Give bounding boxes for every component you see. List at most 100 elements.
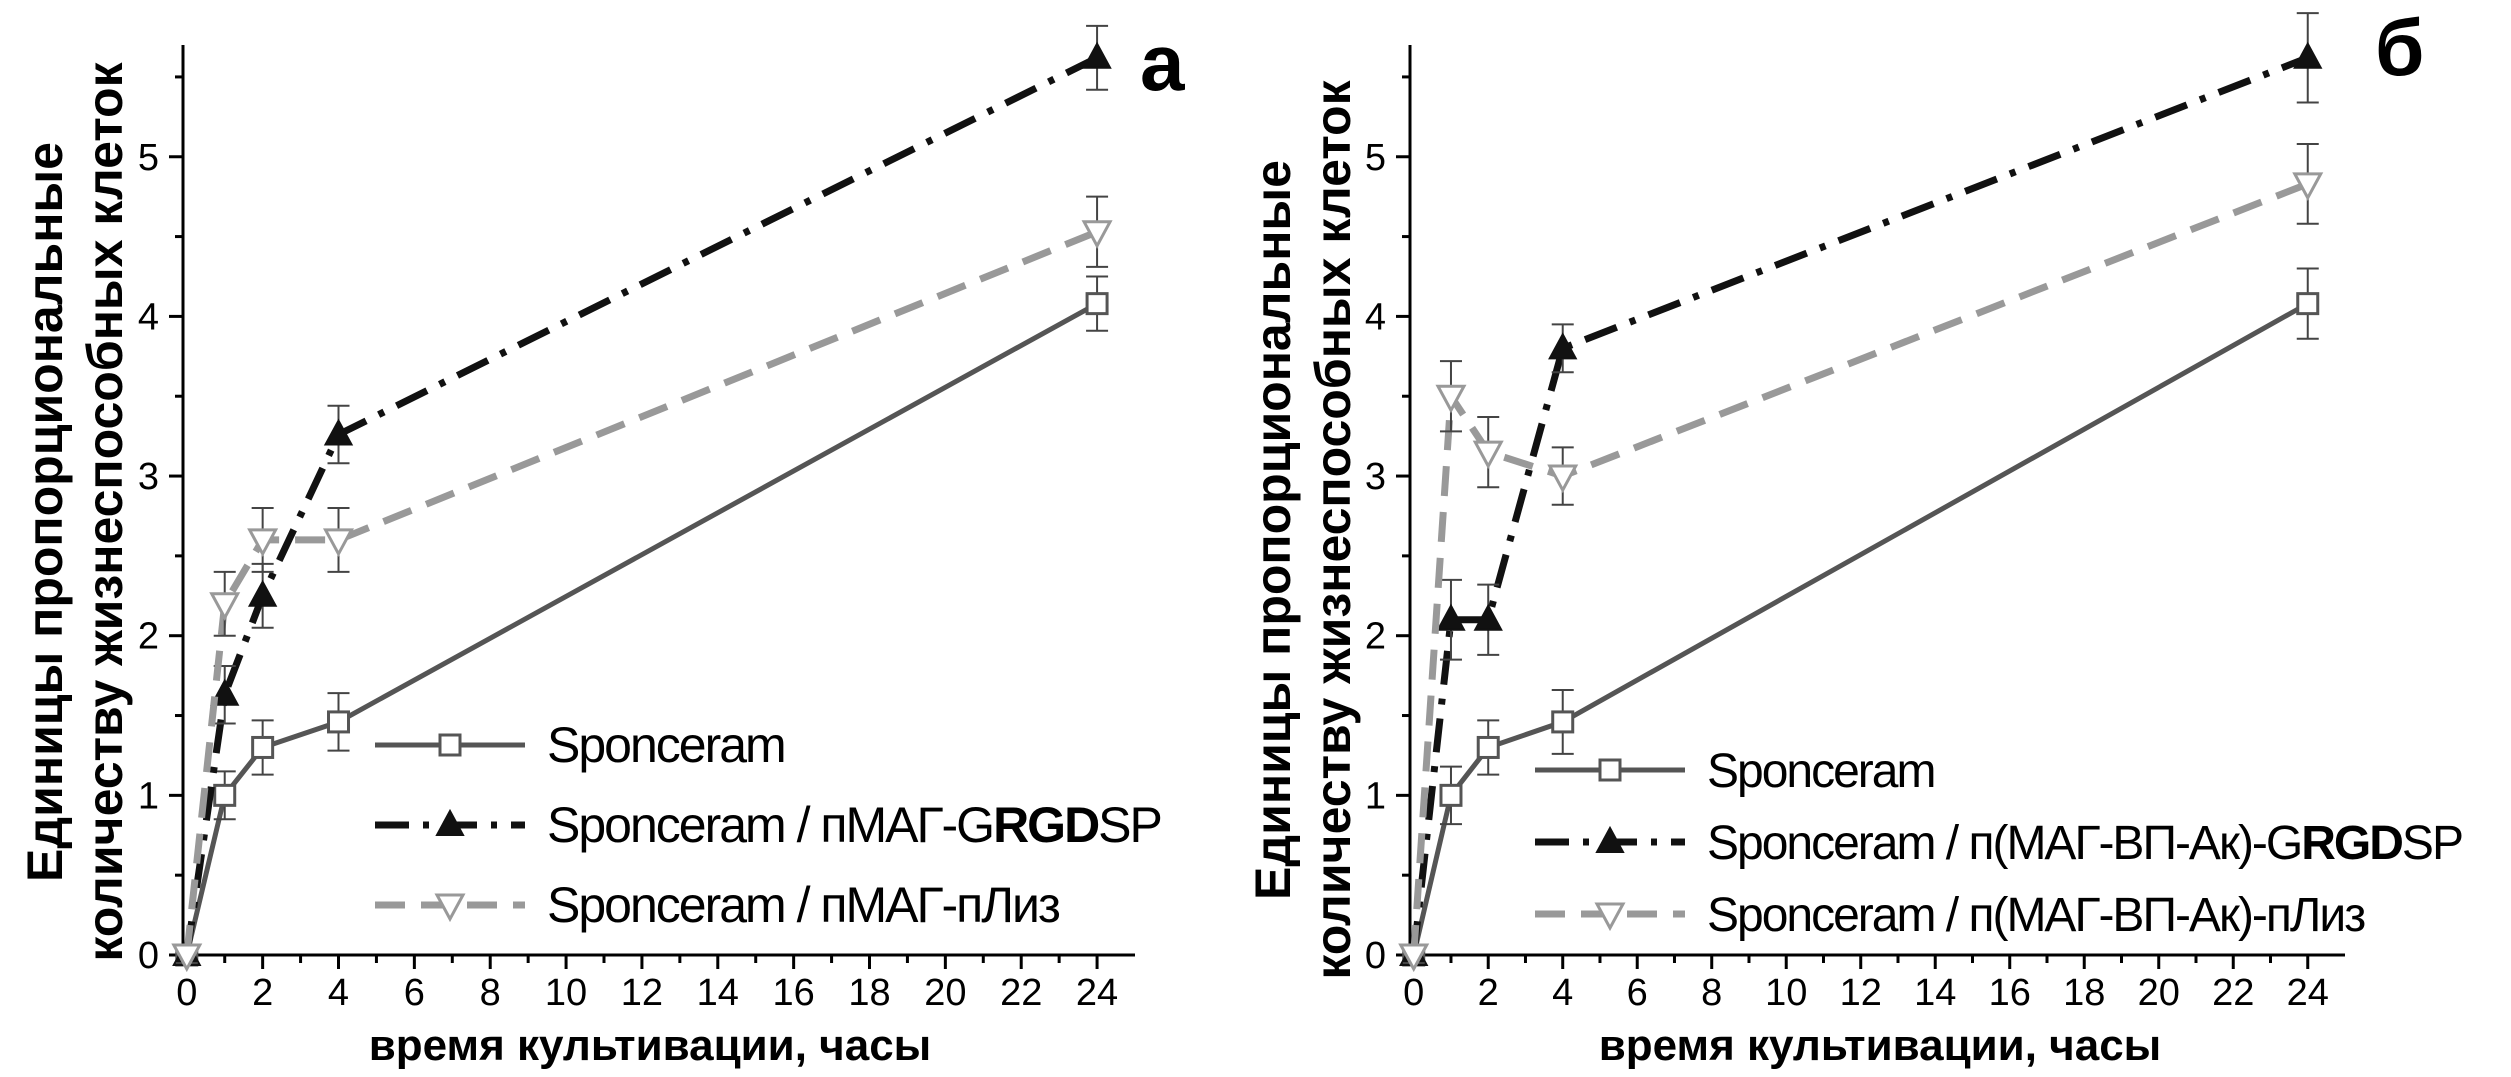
panel-a-s0-point-4 — [1085, 292, 1109, 316]
panel-b-s1-point-2 — [1473, 603, 1503, 631]
panel-b-legend-label-1-part-0: Sponceram / п(МАГ-ВП-Ак)-G — [1707, 817, 2301, 870]
panel-b-y-tick-label-1: 1 — [1365, 775, 1386, 817]
panel-b-x-tick-label-10: 10 — [1765, 972, 1807, 1014]
panel-b-x-tick-label-0: 0 — [1403, 972, 1424, 1014]
panel-a-legend-label-1-part-1: RGD — [993, 797, 1099, 853]
panel-a-x-tick-label-10: 10 — [545, 972, 587, 1014]
panel-a-legend-label-1-part-0: Sponceram / пМАГ-G — [547, 797, 993, 853]
panel-a-x-tick-label-18: 18 — [848, 972, 890, 1014]
panel-b-legend-label-0-part-0: Sponceram — [1707, 745, 1934, 798]
panel-b-s0-point-4 — [2296, 292, 2320, 316]
panel-a-s1-point-3 — [323, 418, 354, 446]
panel-a-x-tick-label-0: 0 — [176, 972, 197, 1014]
panel-b-x-tick-label-8: 8 — [1701, 972, 1722, 1014]
panel-b-legend-label-1: Sponceram / п(МАГ-ВП-Ак)-GRGDSP — [1707, 817, 2462, 870]
panel-b-legend: Sponceram Sponceram / п(МАГ-ВП-Ак)-GRGDSP… — [1535, 745, 2464, 942]
panel-a-x-tick-label-6: 6 — [404, 972, 425, 1014]
panel-a-series-0-line — [184, 301, 1099, 956]
panel-b-y-tick-label-4: 4 — [1365, 296, 1386, 338]
panel-a-s1-point-4 — [1082, 41, 1112, 69]
panel-b-s1-point-4 — [2293, 41, 2323, 69]
panel-a-ylabel-line1: Единицы пропорциональные — [17, 142, 73, 882]
panel-a-xlabel: время культивации, часы — [369, 1021, 932, 1070]
panel-b-letter: б — [2375, 3, 2424, 92]
panel-a-y-tick-label-4: 4 — [138, 296, 159, 338]
panel-a-legend-label-0: Sponceram — [547, 717, 785, 773]
panel-a-legend-label-0-part-0: Sponceram — [547, 717, 785, 773]
panel-a-y-tick-label-0: 0 — [138, 935, 159, 977]
panel-a-s2-point-4 — [1081, 220, 1113, 249]
panel-b-x-tick-label-12: 12 — [1840, 972, 1882, 1014]
panel-b-legend-s0-point-0 — [1598, 758, 1622, 782]
panel-b-series-1-line — [1410, 54, 2310, 956]
panel-b-x-tick-label-18: 18 — [2063, 972, 2105, 1014]
panel-a-x-tick-label-2: 2 — [252, 972, 273, 1014]
panel-a-s0-point-3 — [327, 710, 351, 734]
panel-b-s2-point-2 — [1472, 440, 1504, 470]
panel-a-x-tick-label-8: 8 — [480, 972, 501, 1014]
panel-b: Единицы пропорциональные количеству жизн… — [1245, 3, 2464, 1070]
panel-b-x-tick-label-20: 20 — [2138, 972, 2180, 1014]
panel-b-legend-label-0: Sponceram — [1707, 745, 1934, 798]
panel-a-s1-point-2 — [247, 579, 278, 607]
panel-b-legend-s1-point-0 — [1595, 825, 1625, 853]
panel-b-legend-s2-point-0 — [1594, 902, 1626, 932]
panel-a-x-tick-label-22: 22 — [1000, 972, 1042, 1014]
panel-a-legend-label-1: Sponceram / пМАГ-GRGDSP — [547, 797, 1161, 853]
panel-a-s0-point-2 — [251, 735, 275, 759]
panel-b-y-tick-label-2: 2 — [1365, 616, 1386, 658]
panel-a-x-tick-label-24: 24 — [1076, 972, 1118, 1014]
panel-b-x-tick-label-22: 22 — [2212, 972, 2254, 1014]
panel-a-legend-label-2-part-0: Sponceram / пМАГ-пЛиз — [547, 877, 1060, 933]
panel-a-legend-label-2: Sponceram / пМАГ-пЛиз — [547, 877, 1060, 933]
panel-a-x-tick-label-16: 16 — [773, 972, 815, 1014]
panel-b-x-tick-label-24: 24 — [2287, 972, 2329, 1014]
panel-a-x-tick-label-14: 14 — [697, 972, 739, 1014]
panel-b-s0-point-3 — [1551, 710, 1575, 734]
panel-b-legend-label-1-part-2: SP — [2402, 817, 2462, 870]
panel-b-s2-point-4 — [2292, 172, 2324, 202]
panel-a-s2-point-3 — [322, 528, 355, 558]
panel-a: Единицы пропорциональные количеству жизн… — [17, 18, 1185, 1070]
panel-a-x-tick-label-12: 12 — [621, 972, 663, 1014]
panel-b-s2-point-3 — [1547, 464, 1579, 494]
panel-a-x-tick-label-20: 20 — [924, 972, 966, 1014]
panel-a-s0-point-1 — [213, 783, 237, 807]
panel-b-x-tick-label-4: 4 — [1552, 972, 1573, 1014]
panel-a-ylabel-line2: количеству жизнеспособных клеток — [77, 61, 133, 961]
panel-b-s2-point-1 — [1435, 384, 1467, 414]
panel-b-y-tick-label-5: 5 — [1365, 137, 1386, 179]
panel-a-legend-s0-point-0 — [438, 733, 462, 757]
panel-b-ylabel-line2: количеству жизнеспособных клеток — [1305, 79, 1361, 979]
panel-a-x-tick-label-4: 4 — [328, 972, 349, 1014]
panel-a-y-tick-label-1: 1 — [138, 775, 159, 817]
panel-b-s0-point-1 — [1439, 783, 1463, 807]
panel-b-x-tick-label-14: 14 — [1914, 972, 1956, 1014]
panel-b-ylabel-line1: Единицы пропорциональные — [1245, 160, 1301, 900]
panel-b-s0-point-2 — [1476, 735, 1500, 759]
panel-a-y-tick-label-2: 2 — [138, 616, 159, 658]
panel-a-s2-point-1 — [209, 592, 241, 621]
panel-b-xlabel: время культивации, часы — [1599, 1021, 2162, 1070]
panel-a-s2-point-2 — [247, 528, 279, 558]
panel-b-s1-point-3 — [1548, 332, 1578, 360]
panel-b-x-tick-label-16: 16 — [1989, 972, 2031, 1014]
panel-b-y-tick-label-0: 0 — [1365, 935, 1386, 977]
panel-a-legend-label-1-part-2: SP — [1098, 797, 1161, 853]
panel-b-s1-point-1 — [1436, 603, 1466, 631]
panel-b-x-tick-label-6: 6 — [1627, 972, 1648, 1014]
panel-a-y-tick-label-5: 5 — [138, 137, 159, 179]
panel-b-y-tick-label-3: 3 — [1365, 456, 1386, 498]
panel-b-legend-label-1-part-1: RGD — [2301, 817, 2402, 870]
panel-b-s2-point-0 — [1398, 943, 1430, 973]
panel-a-y-tick-label-3: 3 — [138, 456, 159, 498]
panel-a-legend-s2-point-0 — [434, 893, 466, 923]
panel-a-s2-point-0 — [171, 943, 203, 973]
panel-a-legend-s1-point-0 — [435, 808, 465, 836]
panel-b-legend-label-2: Sponceram / п(МАГ-ВП-Ак)-пЛиз — [1707, 889, 2365, 942]
panel-b-legend-label-2-part-0: Sponceram / п(МАГ-ВП-Ак)-пЛиз — [1707, 889, 2365, 942]
panel-a-letter: а — [1140, 18, 1185, 107]
